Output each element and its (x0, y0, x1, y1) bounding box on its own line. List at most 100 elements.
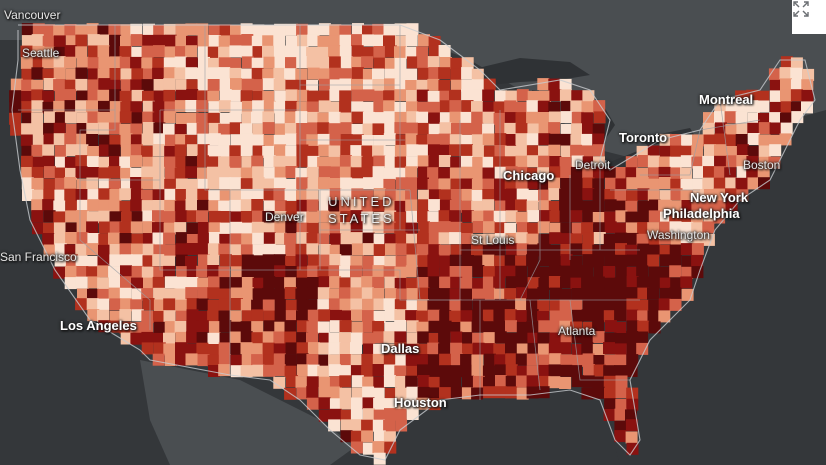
county-cell (417, 210, 429, 223)
county-cell (383, 331, 396, 344)
county-cell (21, 35, 34, 48)
county-cell (670, 233, 683, 246)
expand-button[interactable] (792, 0, 826, 34)
county-cell (406, 156, 419, 169)
county-cell (527, 277, 540, 290)
county-cell (75, 298, 88, 311)
county-cell (87, 34, 100, 47)
county-cell (75, 276, 88, 289)
county-cell (527, 342, 540, 355)
county-cell (317, 233, 330, 246)
county-cell (658, 199, 671, 212)
county-cell (174, 222, 187, 235)
county-cell (416, 354, 429, 366)
county-cell (87, 309, 100, 322)
county-cell (185, 57, 198, 70)
county-cell (560, 331, 573, 344)
county-cell (471, 364, 484, 377)
county-cell (130, 167, 143, 180)
county-cell (153, 45, 165, 58)
county-cell (131, 68, 144, 81)
county-cell (252, 145, 265, 158)
county-cell (208, 200, 221, 213)
county-cell (76, 133, 89, 146)
county-cell (681, 221, 694, 234)
county-cell (119, 156, 132, 169)
county-cell (417, 56, 430, 69)
county-cell (593, 298, 606, 311)
county-cell (758, 156, 771, 169)
county-cell (229, 89, 242, 102)
county-cell (637, 155, 650, 167)
county-cell (339, 78, 352, 91)
county-cell (263, 320, 276, 333)
county-cell (549, 265, 562, 278)
county-cell (130, 123, 143, 136)
county-cell (175, 113, 188, 125)
county-cell (273, 254, 286, 267)
county-cell (494, 200, 507, 213)
county-cell (362, 101, 375, 114)
county-cell (208, 276, 220, 289)
county-cell (757, 166, 770, 179)
county-cell (175, 23, 188, 36)
county-cell (658, 166, 671, 179)
county-cell (229, 156, 242, 168)
county-cell (273, 67, 286, 80)
county-cell (306, 354, 319, 366)
county-cell (680, 276, 693, 289)
county-cell (570, 210, 583, 223)
county-cell (406, 254, 419, 267)
county-cell (439, 387, 451, 400)
county-cell (680, 232, 693, 245)
county-cell (438, 67, 451, 80)
county-cell (615, 210, 628, 223)
county-cell (98, 56, 111, 69)
county-cell (174, 276, 187, 289)
county-cell (207, 265, 220, 277)
county-cell (647, 222, 660, 235)
county-cell (647, 178, 660, 191)
county-cell (461, 188, 474, 201)
county-cell (593, 156, 605, 169)
county-cell (317, 122, 330, 135)
county-cell (505, 332, 517, 345)
county-cell (43, 78, 56, 90)
county-cell (284, 277, 297, 290)
county-cell (483, 266, 495, 279)
county-cell (581, 265, 593, 278)
county-cell (230, 24, 242, 37)
county-cell (208, 365, 220, 377)
county-cell (196, 210, 208, 223)
county-cell (615, 266, 628, 279)
county-cell (295, 243, 308, 256)
county-cell (131, 112, 144, 125)
county-cell (318, 166, 331, 179)
county-cell (295, 376, 308, 389)
county-cell (361, 276, 374, 289)
county-cell (185, 67, 198, 80)
county-cell (372, 34, 385, 47)
county-cell (461, 155, 473, 168)
county-cell (603, 166, 616, 179)
county-cell (329, 320, 342, 333)
county-cell (274, 221, 287, 234)
county-cell (362, 310, 374, 323)
county-cell (274, 244, 287, 257)
county-cell (363, 408, 375, 421)
county-cell (615, 386, 628, 399)
county-cell (494, 166, 507, 179)
county-cell (76, 56, 89, 69)
county-cell (482, 287, 495, 300)
county-cell (472, 255, 485, 268)
county-cell (494, 90, 507, 103)
city-label-toronto: Toronto (619, 130, 668, 145)
county-cell (175, 134, 188, 147)
county-cell (615, 200, 628, 213)
county-cell (625, 222, 638, 235)
county-cell (87, 199, 100, 212)
county-cell (548, 177, 561, 190)
county-cell (450, 189, 463, 201)
county-cell (75, 189, 88, 201)
